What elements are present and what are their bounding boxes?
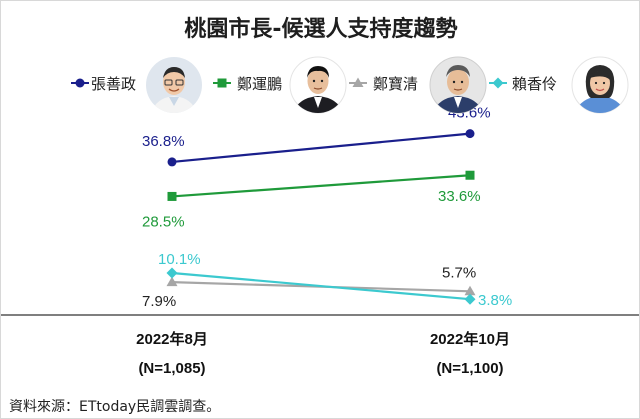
legend-label-chang: 張善政 [91, 75, 137, 93]
data-label-cheng-pao-ching-2: 5.7% [442, 264, 476, 281]
legend-marker-cheng-yun-peng [217, 78, 227, 88]
x-tick-label-2: 2022年10月 [430, 330, 510, 348]
legend-marker-lai-hsiang-ling [492, 77, 504, 89]
data-point-cheng-yun-peng-2 [465, 170, 475, 180]
data-point-cheng-yun-peng-1 [167, 191, 177, 201]
person-avatar-male-dark-suit-icon [289, 56, 347, 114]
series-line-cheng-yun-peng [171, 174, 471, 198]
data-point-chang-1 [167, 157, 177, 167]
legend-label-lai-hsiang-ling: 賴香伶 [512, 75, 558, 93]
series-line-chang [171, 132, 471, 164]
person-avatar-male-grey-hair-icon [429, 56, 487, 114]
chart-title: 桃園市長-候選人支持度趨勢 [184, 17, 458, 42]
legend-marker-cheng-pao-ching [352, 77, 364, 87]
data-label-cheng-yun-peng-1: 28.5% [142, 213, 185, 230]
data-label-cheng-yun-peng-2: 33.6% [438, 188, 481, 205]
person-avatar-female-icon [571, 56, 629, 114]
data-point-lai-hsiang-ling-1 [166, 267, 178, 279]
data-point-lai-hsiang-ling-2 [464, 293, 476, 305]
x-tick-sample-size-2: (N=1,100) [436, 360, 503, 377]
series-line-lai-hsiang-ling [171, 271, 471, 301]
legend-marker-chang [75, 78, 85, 88]
data-label-cheng-pao-ching-1: 7.9% [142, 293, 176, 310]
data-point-chang-2 [465, 129, 475, 139]
legend-label-cheng-pao-ching: 鄭寶清 [373, 75, 419, 93]
x-tick-label-1: 2022年8月 [136, 330, 208, 348]
data-label-chang-1: 36.8% [142, 133, 185, 150]
data-point-cheng-pao-ching-1 [166, 276, 178, 287]
data-label-lai-hsiang-ling-1: 10.1% [158, 251, 201, 268]
x-tick-sample-size-1: (N=1,085) [138, 360, 205, 377]
data-label-lai-hsiang-ling-2: 3.8% [478, 292, 512, 309]
person-avatar-male-glasses-icon [146, 57, 202, 113]
legend-label-cheng-yun-peng: 鄭運鵬 [237, 75, 283, 93]
source-note: 資料來源：ETtoday民調雲調查。 [9, 399, 221, 415]
data-point-cheng-pao-ching-2 [464, 285, 476, 296]
